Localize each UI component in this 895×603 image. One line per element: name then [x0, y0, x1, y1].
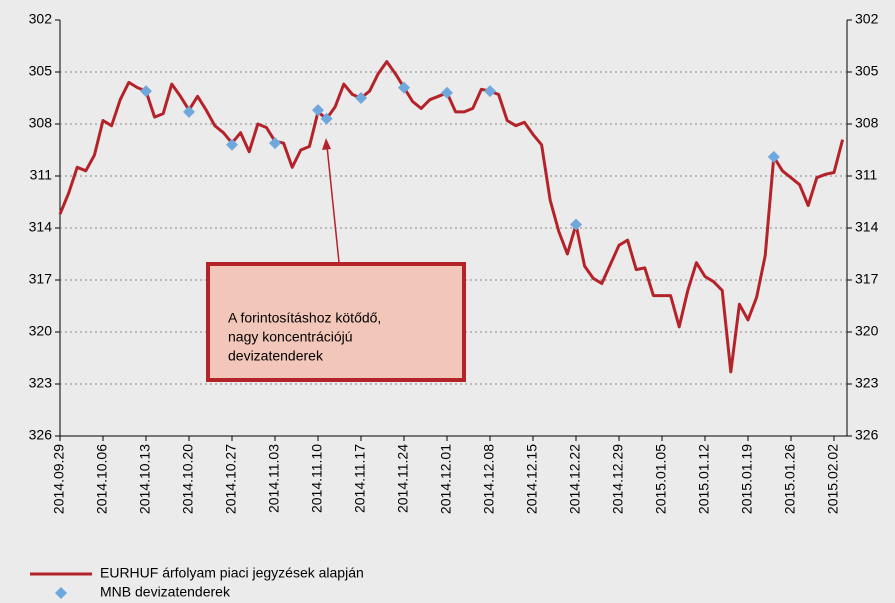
y-tick-label: 326	[29, 427, 53, 443]
x-tick-label: 2014.12.01	[438, 444, 454, 514]
tender-marker	[269, 137, 281, 150]
y-tick-label: 305	[29, 63, 53, 79]
y2-tick-label: 314	[855, 219, 879, 235]
annotation-text: nagy koncentrációjú	[228, 329, 353, 345]
tender-marker	[570, 218, 582, 231]
x-tick-label: 2014.10.20	[180, 444, 196, 514]
tender-marker	[312, 104, 324, 117]
tender-marker	[767, 150, 780, 163]
tender-marker	[484, 85, 496, 98]
x-tick-label: 2015.01.26	[782, 444, 798, 514]
tender-marker	[441, 86, 453, 99]
tender-marker	[183, 105, 195, 118]
legend-label: MNB devizatenderek	[100, 584, 231, 600]
x-tick-label: 2015.01.12	[696, 444, 712, 514]
x-tick-label: 2015.02.02	[825, 444, 841, 514]
x-tick-label: 2014.10.13	[137, 444, 153, 514]
y2-tick-label: 302	[855, 11, 879, 27]
x-tick-label: 2014.11.24	[395, 444, 411, 513]
y-tick-label: 314	[29, 219, 53, 235]
annotation-arrowhead	[322, 138, 331, 150]
y2-tick-label: 308	[855, 115, 879, 131]
y-tick-label: 311	[30, 167, 53, 183]
annotation-box	[206, 262, 466, 382]
x-tick-label: 2014.11.10	[309, 444, 325, 513]
y-tick-label: 302	[29, 11, 53, 27]
tender-marker	[398, 81, 410, 94]
x-tick-label: 2014.10.06	[94, 444, 110, 514]
y2-tick-label: 317	[855, 271, 879, 287]
y2-tick-label: 305	[855, 63, 879, 79]
legend-label: EURHUF árfolyam piaci jegyzések alapján	[100, 565, 364, 581]
tender-marker	[140, 85, 152, 98]
x-tick-label: 2014.12.22	[567, 444, 583, 514]
tender-marker	[320, 112, 333, 125]
x-tick-label: 2015.01.19	[739, 444, 755, 514]
y2-tick-label: 323	[855, 375, 879, 391]
x-tick-label: 2014.12.08	[481, 444, 497, 514]
x-tick-label: 2014.10.27	[223, 444, 239, 514]
x-tick-label: 2014.12.29	[610, 444, 626, 514]
x-tick-label: 2014.11.17	[352, 444, 368, 513]
x-tick-label: 2014.12.15	[524, 444, 540, 514]
x-tick-label: 2015.01.05	[653, 444, 669, 514]
y-tick-label: 308	[29, 115, 53, 131]
tender-marker	[355, 92, 367, 104]
legend-marker	[55, 587, 67, 599]
y-tick-label: 320	[29, 323, 53, 339]
x-tick-label: 2014.09.29	[51, 444, 67, 514]
x-tick-label: 2014.11.03	[266, 444, 282, 513]
y2-tick-label: 311	[855, 167, 878, 183]
annotation-arrow	[326, 145, 341, 273]
y-tick-label: 317	[29, 271, 53, 287]
y2-tick-label: 320	[855, 323, 879, 339]
y-tick-label: 323	[29, 375, 53, 391]
y2-tick-label: 326	[855, 427, 879, 443]
tender-marker	[226, 138, 238, 151]
annotation-text: A forintosításhoz kötődő,	[228, 310, 381, 326]
annotation-text: devizatenderek	[228, 348, 324, 364]
